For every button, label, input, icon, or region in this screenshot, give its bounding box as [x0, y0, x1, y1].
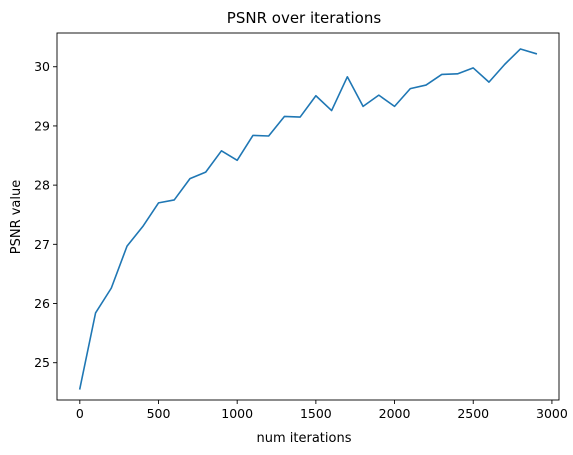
plot-area: 0 500 1000 1500 2000 2500 3000 25 26 27 28 29 30	[34, 32, 568, 421]
x-tick-label: 500	[147, 406, 171, 421]
x-tick-label: 0	[76, 406, 84, 421]
x-axis-label: num iterations	[257, 431, 352, 446]
series-line	[78, 48, 538, 390]
y-tick-label: 29	[34, 118, 50, 133]
y-tick-label: 27	[34, 237, 50, 252]
x-tick-label: 3000	[536, 406, 568, 421]
chart-title: PSNR over iterations	[227, 9, 382, 27]
y-tick-label: 30	[34, 59, 50, 74]
y-tick-label: 28	[34, 178, 50, 193]
y-axis-label: PSNR value	[9, 180, 24, 255]
x-tick-label: 2000	[379, 406, 411, 421]
x-tick-label: 1500	[300, 406, 332, 421]
x-tick-label: 1000	[221, 406, 253, 421]
plot-frame	[56, 32, 560, 401]
y-tick-label: 26	[34, 296, 50, 311]
x-tick-label: 2500	[457, 406, 489, 421]
y-tick-label: 25	[34, 355, 50, 370]
